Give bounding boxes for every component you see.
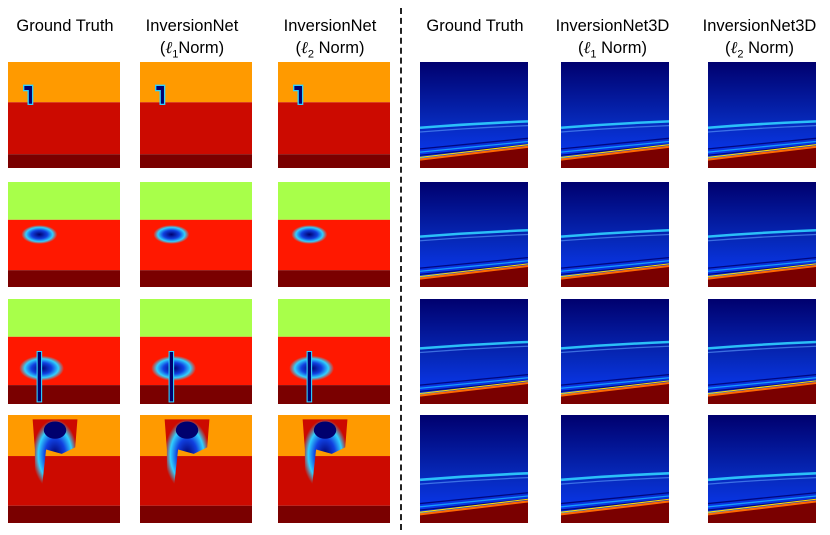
velocity-map-left-r4-c3	[278, 415, 390, 523]
velocity-map-left-r2-c1	[8, 182, 120, 287]
velocity-map-left-r2-c3	[278, 182, 390, 287]
velocity-map-left-r2-c2	[140, 182, 252, 287]
velocity-map-left-r1-c2	[140, 62, 252, 168]
velocity-map-left-r4-c1	[8, 415, 120, 523]
velocity-map-left-r1-c3	[278, 62, 390, 168]
velocity-map-right-r1-c1	[420, 62, 528, 168]
velocity-map-left-r1-c1	[8, 62, 120, 168]
velocity-map-right-r3-c2	[561, 299, 669, 404]
dashed-divider	[400, 8, 402, 530]
velocity-map-right-r3-c3	[708, 299, 816, 404]
velocity-map-right-r4-c2	[561, 415, 669, 523]
velocity-map-right-r4-c3	[708, 415, 816, 523]
velocity-map-left-r3-c2	[140, 299, 252, 404]
velocity-map-left-r3-c1	[8, 299, 120, 404]
velocity-map-right-r3-c1	[420, 299, 528, 404]
velocity-map-right-r2-c3	[708, 182, 816, 287]
velocity-map-right-r1-c3	[708, 62, 816, 168]
velocity-map-right-r2-c1	[420, 182, 528, 287]
header-ground-truth-left: Ground Truth	[16, 17, 114, 35]
header-ground-truth-right: Ground Truth	[426, 17, 524, 35]
velocity-map-left-r4-c2	[140, 415, 252, 523]
velocity-map-right-r1-c2	[561, 62, 669, 168]
header-inversionnet-l1: InversionNet (ℓ1Norm)	[145, 17, 239, 61]
header-inversionnet-l2: InversionNet (ℓ2 Norm)	[283, 17, 377, 61]
header-inversionnet3d-l1: InversionNet3D (ℓ1 Norm)	[555, 17, 670, 61]
velocity-map-right-r2-c2	[561, 182, 669, 287]
velocity-map-right-r4-c1	[420, 415, 528, 523]
header-inversionnet3d-l2: InversionNet3D (ℓ2 Norm)	[702, 17, 817, 61]
velocity-map-left-r3-c3	[278, 299, 390, 404]
